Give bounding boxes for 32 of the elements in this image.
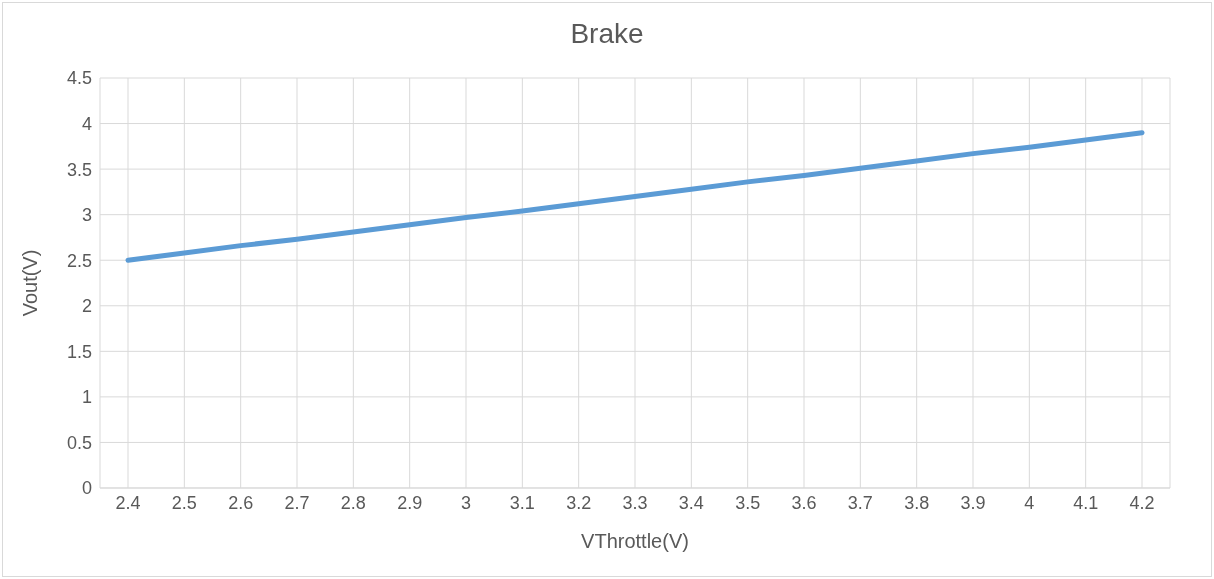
x-tick-label: 2.7 <box>284 492 310 513</box>
y-tick-label: 1.5 <box>66 341 92 362</box>
y-tick-label: 3.5 <box>66 159 92 180</box>
x-tick-label: 3.7 <box>847 492 873 513</box>
x-tick-label: 4 <box>1024 492 1035 513</box>
x-tick-label: 3.9 <box>960 492 986 513</box>
y-tick-label: 4 <box>81 113 92 134</box>
x-tick-label: 2.5 <box>171 492 197 513</box>
x-tick-label: 3.4 <box>678 492 704 513</box>
x-axis-title: VThrottle(V) <box>581 530 689 552</box>
chart-title: Brake <box>569 18 645 50</box>
x-tick-label: 3 <box>460 492 472 513</box>
y-axis-title: Vout(V) <box>19 249 42 317</box>
x-tick-label: 2.6 <box>228 492 254 513</box>
x-tick-label: 3.8 <box>904 492 930 513</box>
x-tick-label: 4.2 <box>1129 492 1155 513</box>
x-tick-label: 3.5 <box>735 492 761 513</box>
y-tick-label: 2.5 <box>66 250 92 271</box>
x-tick-label: 3.6 <box>791 492 817 513</box>
y-tick-label: 0 <box>81 478 92 499</box>
x-tick-label: 3.1 <box>509 492 535 513</box>
y-tick-label: 0.5 <box>66 432 92 453</box>
x-tick-label: 2.9 <box>397 492 423 513</box>
x-tick-label: 2.4 <box>115 492 141 513</box>
x-tick-label: 3.2 <box>566 492 592 513</box>
x-tick-label: 2.8 <box>340 492 366 513</box>
y-tick-label: 4.5 <box>66 68 92 89</box>
y-tick-label: 3 <box>81 205 92 226</box>
y-tick-label: 1 <box>81 387 92 408</box>
x-tick-label: 3.3 <box>622 492 648 513</box>
y-tick-label: 2 <box>81 296 92 317</box>
x-tick-label: 4.1 <box>1073 492 1099 513</box>
